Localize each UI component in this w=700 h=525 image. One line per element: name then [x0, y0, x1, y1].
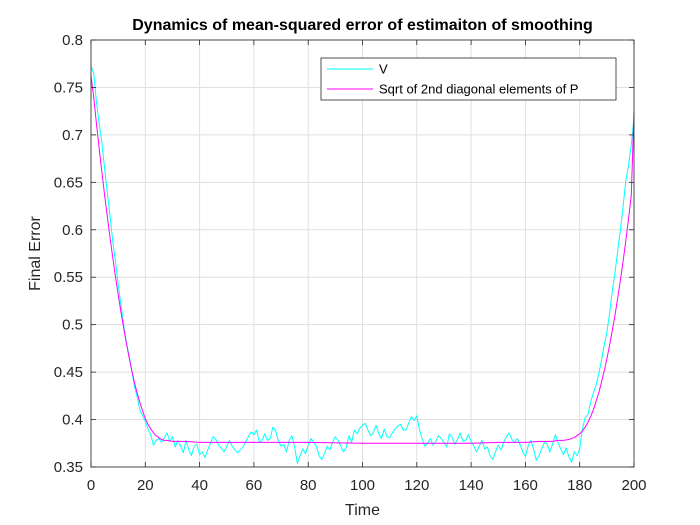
series-layer	[90, 66, 635, 464]
x-tick-label: 60	[246, 477, 263, 494]
y-tick-label: 0.8	[62, 32, 83, 49]
y-tick-label: 0.75	[54, 79, 83, 96]
y-axis: 0.35 0.4 0.45 0.5 0.55 0.6 0.65 0.7 0.75 0.8	[54, 32, 634, 476]
series-line-sqrt-p	[90, 75, 635, 444]
y-tick-label: 0.55	[54, 269, 83, 286]
series-line-v	[90, 66, 635, 464]
legend-box	[320, 57, 617, 101]
x-tick-label: 180	[567, 477, 592, 494]
legend-entry-label: Sqrt of 2nd diagonal elements of P	[379, 82, 578, 97]
x-tick-label: 0	[87, 477, 95, 494]
x-tick-label: 80	[300, 477, 317, 494]
x-tick-label: 40	[191, 477, 208, 494]
x-tick-label: 20	[137, 477, 154, 494]
y-tick-label: 0.6	[62, 222, 83, 239]
y-tick-label: 0.4	[62, 412, 83, 429]
y-axis-label: Final Error	[27, 215, 44, 290]
chart-title: Dynamics of mean-squared error of estima…	[132, 17, 593, 34]
x-tick-label: 100	[350, 477, 375, 494]
y-tick-label: 0.5	[62, 317, 83, 334]
x-axis: 0 20 40 60 80 100 120 140 160 180 200	[87, 40, 647, 494]
x-tick-label: 120	[404, 477, 429, 494]
legend: V Sqrt of 2nd diagonal elements of P	[320, 57, 617, 101]
y-tick-label: 0.45	[54, 364, 83, 381]
x-axis-label: Time	[345, 502, 380, 519]
legend-entry-label: V	[379, 62, 388, 77]
x-tick-label: 140	[459, 477, 484, 494]
y-tick-label: 0.7	[62, 127, 83, 144]
y-tick-label: 0.35	[54, 459, 83, 476]
x-tick-label: 200	[621, 477, 646, 494]
y-tick-label: 0.65	[54, 174, 83, 191]
x-tick-label: 160	[513, 477, 538, 494]
